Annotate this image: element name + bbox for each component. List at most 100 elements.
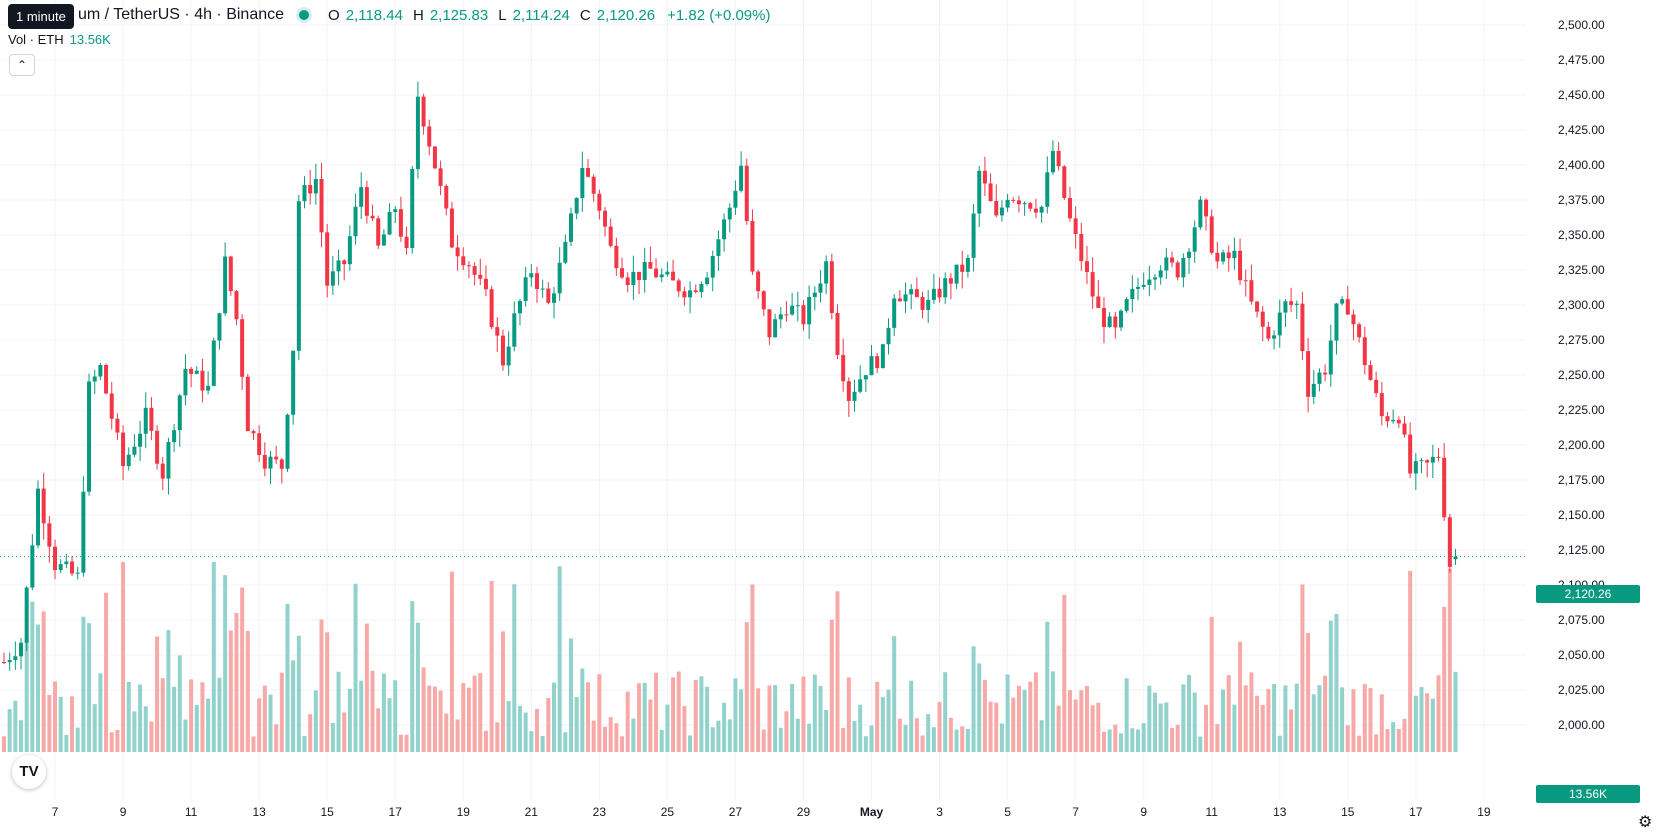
candle-body	[24, 587, 29, 643]
volume-bar	[540, 736, 545, 752]
candle-body	[1368, 365, 1373, 380]
candle-body	[449, 208, 454, 248]
candle-body	[319, 179, 324, 233]
candle-body	[1011, 199, 1016, 201]
candle-body	[688, 290, 693, 298]
volume-legend-label: Vol · ETH	[8, 32, 64, 47]
volume-bar	[790, 683, 795, 752]
x-tick-label: 17	[389, 805, 403, 819]
candle-body	[1181, 257, 1186, 278]
candle-body	[353, 206, 358, 237]
volume-bar	[1289, 709, 1294, 752]
volume-bar	[1005, 674, 1010, 752]
volume-bar	[1238, 641, 1243, 752]
candle-body	[756, 271, 761, 292]
candle-body	[257, 433, 262, 455]
candle-body	[716, 239, 721, 256]
volume-bar	[1357, 735, 1362, 752]
volume-bar	[1396, 728, 1401, 752]
volume-bar	[807, 723, 812, 752]
gear-icon[interactable]: ⚙	[1638, 814, 1653, 831]
volume-bar	[308, 714, 313, 752]
symbol-title[interactable]: um / TetherUS · 4h · Binance	[78, 6, 285, 23]
volume-bar	[194, 705, 199, 752]
volume-bar	[1425, 693, 1430, 752]
volume-bar	[818, 686, 823, 752]
volume-bar	[319, 619, 324, 752]
candle-body	[954, 264, 959, 284]
volume-bar	[688, 735, 693, 752]
candle-body	[1175, 262, 1180, 278]
volume-bar	[1294, 683, 1299, 752]
volume-bar	[1272, 684, 1277, 752]
volume-bar	[325, 632, 330, 752]
candle-body	[189, 368, 194, 374]
x-tick-label: 23	[593, 805, 607, 819]
y-tick-label: 2,000.00	[1558, 718, 1605, 732]
candle-body	[1362, 337, 1367, 366]
candle-body	[104, 365, 109, 394]
volume-bar	[41, 611, 46, 752]
candle-body	[370, 215, 375, 219]
candle-body	[432, 146, 437, 169]
volume-bar	[557, 566, 562, 752]
candle-body	[551, 293, 556, 303]
volume-bar	[903, 724, 908, 752]
candle-body	[342, 260, 347, 265]
candle-body	[637, 271, 642, 281]
candle-body	[211, 340, 216, 386]
candle-body	[880, 344, 885, 369]
volume-bar	[778, 727, 783, 752]
volume-bar	[1362, 683, 1367, 752]
candle-body	[1232, 250, 1237, 259]
volume-bar	[523, 712, 528, 752]
volume-bar	[1124, 678, 1129, 752]
volume-bar	[1413, 695, 1418, 752]
volume-bar	[750, 584, 755, 752]
volume-bar	[506, 701, 511, 752]
candle-body	[478, 274, 483, 279]
close-label: C	[579, 6, 591, 24]
x-tick-label: 15	[1341, 805, 1355, 819]
volume-bar	[710, 727, 715, 752]
y-tick-label: 2,375.00	[1558, 193, 1605, 207]
volume-bar	[177, 655, 182, 752]
volume-bar	[160, 678, 165, 752]
chevron-up-icon[interactable]: ⌃	[9, 54, 35, 76]
y-tick-label: 2,175.00	[1558, 473, 1605, 487]
candle-body	[943, 278, 948, 298]
candle-body	[149, 407, 154, 431]
volume-bar	[1345, 725, 1350, 752]
volume-bar	[279, 672, 284, 752]
volume-bar	[1073, 699, 1078, 752]
candle-body	[98, 365, 103, 377]
volume-bar	[1158, 703, 1163, 752]
candle-body	[863, 375, 868, 380]
candle-body	[308, 185, 313, 194]
x-tick-label: 7	[1072, 805, 1079, 819]
candle-body	[1136, 286, 1140, 289]
volume-bar	[529, 731, 534, 752]
candle-body	[234, 291, 239, 320]
candle-body	[1164, 257, 1169, 271]
candle-body	[625, 277, 630, 286]
candle-body	[489, 289, 494, 328]
candle-body	[1192, 227, 1197, 252]
candle-body	[1430, 456, 1435, 463]
volume-bar	[449, 571, 454, 752]
candle-body	[393, 209, 398, 212]
candle-body	[461, 256, 466, 266]
volume-bar	[143, 706, 148, 752]
logo-icon[interactable]: TV	[12, 755, 46, 789]
candle-body	[977, 170, 982, 214]
volume-bar	[155, 636, 160, 752]
volume-bar	[784, 711, 789, 752]
volume-bar	[1079, 690, 1084, 752]
volume-bar	[1436, 675, 1441, 752]
volume-bar	[251, 736, 256, 752]
candle-body	[1357, 324, 1362, 338]
x-tick-label: 3	[936, 805, 943, 819]
candle-body	[1442, 457, 1447, 518]
volume-bar	[954, 729, 959, 752]
